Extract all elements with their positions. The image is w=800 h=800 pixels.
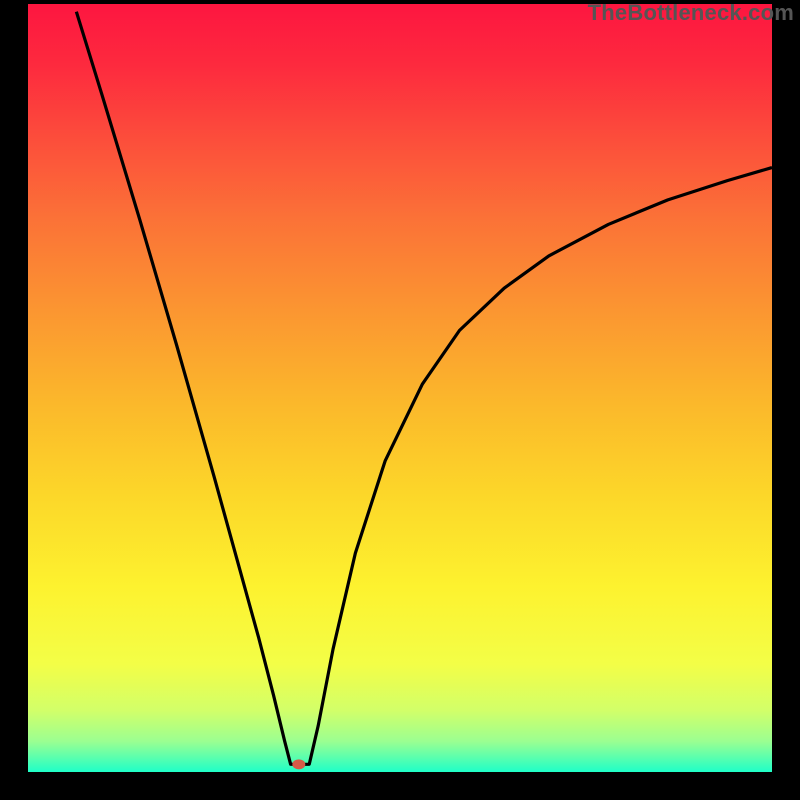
outer-frame: TheBottleneck.com bbox=[0, 0, 800, 800]
plot-area bbox=[28, 4, 772, 772]
optimum-marker bbox=[28, 4, 772, 772]
